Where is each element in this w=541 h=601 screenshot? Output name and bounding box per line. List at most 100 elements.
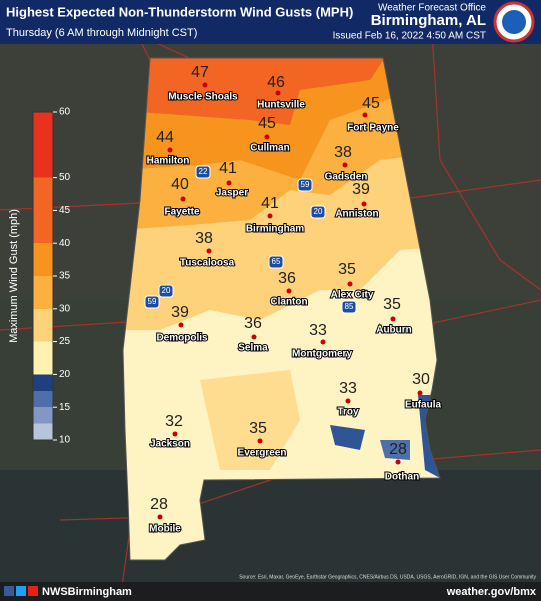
legend-title: Maximum Wind Gust (mph) [8,209,20,343]
youtube-icon [28,586,38,596]
city-value: 35 [338,261,356,278]
city-value: 46 [267,74,285,91]
city-name: Auburn [376,325,412,336]
city-value: 45 [258,115,276,132]
city-name: Evergreen [238,448,287,459]
city-dot [206,248,212,254]
legend-tick-label: 30 [59,303,71,314]
footer-url: weather.gov/bmx [446,586,537,598]
city-dot [286,288,292,294]
city-name: Fort Payne [347,123,399,134]
city-name: Jackson [150,439,190,450]
city-name: Fayette [164,207,199,218]
city-value: 36 [278,270,296,287]
city-dot [172,431,178,437]
city-name: Clanton [270,297,307,308]
city-name: Gadsden [325,172,368,183]
city-name: Eufaula [405,400,442,411]
footer-band [0,582,541,601]
city-dot [361,201,367,207]
city-value: 33 [309,322,327,339]
city-name: Mobile [149,524,181,535]
city-dot [417,390,423,396]
city-dot [226,180,232,186]
city-name: Alex City [331,290,374,301]
interstate-shield [195,165,211,179]
city-value: 28 [389,441,407,458]
subtitle: Thursday (6 AM through Midnight CST) [6,27,197,39]
city-value: 44 [156,129,174,146]
overlay: 10 15 20 25 30 35 40 45 50 60 22 59 20 65 85 59 20 47 Musc… [53,64,442,536]
interstate-shield [158,284,174,298]
city-value: 39 [352,181,370,198]
city-dot [320,339,326,345]
city-name: Dothan [385,472,419,483]
city-name: Jasper [216,188,248,199]
city-name: Selma [238,343,268,354]
city-dot [362,112,368,118]
interstate-number: 20 [162,286,171,295]
legend-tick-label: 50 [59,172,71,183]
city-value: 45 [362,95,380,112]
header-band [0,0,541,44]
city-dot [347,281,353,287]
location: Birmingham, AL [371,12,486,29]
city-name: Huntsville [257,100,305,111]
footer-handle: NWSBirmingham [42,586,132,598]
city-value: 32 [165,413,183,430]
city-name: Montgomery [292,349,352,360]
legend-tick-label: 20 [59,369,71,380]
city-value: 39 [171,304,189,321]
interstate-number: 85 [345,302,354,311]
city-value: 36 [244,315,262,332]
city-dot [202,82,208,88]
state-outline [122,57,441,561]
title: Highest Expected Non-Thunderstorm Wind G… [6,4,353,19]
interstate-number: 22 [199,167,208,176]
city-value: 30 [412,371,430,388]
city-dot [342,162,348,168]
legend-tick-label: 25 [59,336,71,347]
legend-tick-label: 15 [59,402,71,413]
city-dot [275,90,281,96]
source-credit: Source: Esri, Maxar, GeoEye, Earthstar G… [239,574,536,580]
city-dot [167,147,173,153]
city-name: Anniston [335,209,378,220]
city-dot [157,514,163,520]
interstate-number: 65 [272,257,281,266]
city-value: 41 [261,195,279,212]
city-dot [178,322,184,328]
city-value: 40 [171,176,189,193]
city-dot [267,213,273,219]
city-value: 41 [219,160,237,177]
legend-tick-label: 60 [59,107,71,118]
interstate-shield [297,178,313,192]
city-dot [180,196,186,202]
interstate-shield [268,255,284,269]
interstate-number: 20 [314,207,323,216]
city-value: 35 [249,420,267,437]
interstate-number: 59 [148,297,157,306]
city-value: 38 [334,144,352,161]
office: Weather Forecast Office [378,3,486,14]
city-dot [395,459,401,465]
state-fill [123,58,440,560]
facebook-icon [4,586,14,596]
interstate-shield [144,295,160,309]
city-name: Hamilton [147,156,190,167]
legend-tick-label: 10 [59,435,71,446]
city-value: 28 [150,496,168,513]
city-dot [257,438,263,444]
interstate-number: 59 [301,180,310,189]
city-dot [251,334,257,340]
city-name: Cullman [250,143,289,154]
city-name: Demopolis [156,333,208,344]
interstate-shield [310,205,326,219]
city-name: Troy [337,407,359,418]
city-value: 38 [195,230,213,247]
city-dot [390,316,396,322]
issued: Issued Feb 16, 2022 4:50 AM CST [333,31,486,42]
city-dot [345,398,351,404]
city-value: 33 [339,380,357,397]
